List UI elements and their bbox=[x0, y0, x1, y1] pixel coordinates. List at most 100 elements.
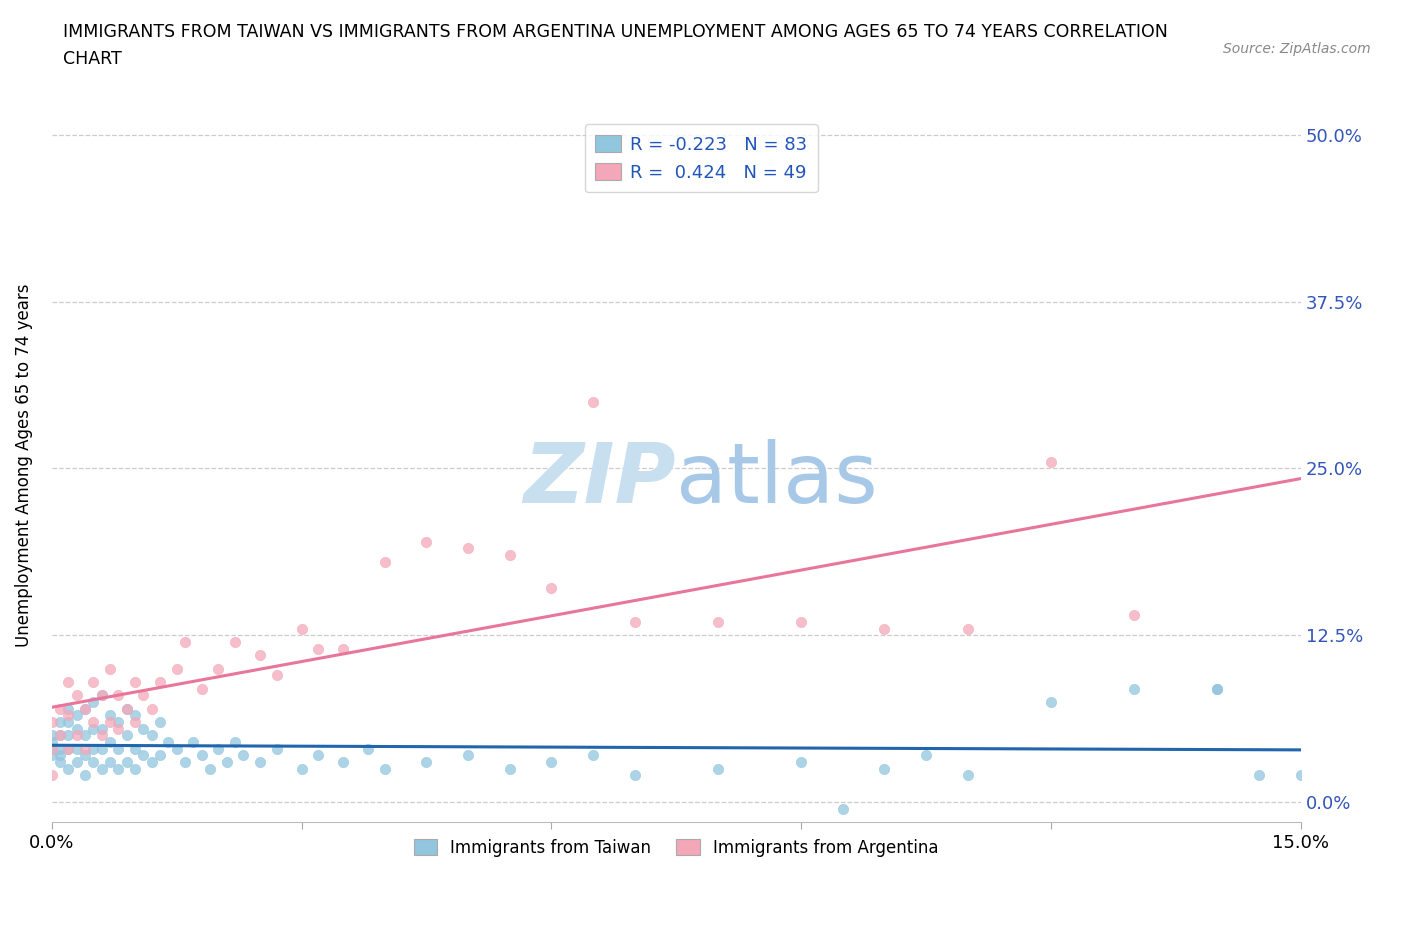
Point bbox=[415, 754, 437, 769]
Point bbox=[90, 741, 112, 756]
Point bbox=[82, 754, 104, 769]
Point bbox=[790, 615, 813, 630]
Point bbox=[73, 741, 96, 756]
Point bbox=[149, 748, 172, 763]
Point bbox=[1039, 454, 1062, 469]
Point bbox=[290, 621, 312, 636]
Point bbox=[307, 748, 329, 763]
Point bbox=[49, 748, 72, 763]
Point bbox=[90, 688, 112, 703]
Point bbox=[1247, 768, 1270, 783]
Point bbox=[132, 748, 155, 763]
Point bbox=[141, 701, 163, 716]
Point bbox=[290, 762, 312, 777]
Point bbox=[623, 615, 645, 630]
Point bbox=[157, 735, 180, 750]
Text: Source: ZipAtlas.com: Source: ZipAtlas.com bbox=[1223, 42, 1371, 56]
Point bbox=[582, 394, 605, 409]
Point bbox=[132, 721, 155, 736]
Point bbox=[73, 728, 96, 743]
Point bbox=[915, 748, 938, 763]
Point bbox=[166, 661, 188, 676]
Point bbox=[873, 762, 896, 777]
Point bbox=[415, 535, 437, 550]
Point bbox=[58, 674, 80, 689]
Point bbox=[357, 741, 380, 756]
Point bbox=[623, 768, 645, 783]
Point bbox=[149, 714, 172, 729]
Point bbox=[499, 762, 522, 777]
Point bbox=[374, 554, 396, 569]
Point bbox=[49, 728, 72, 743]
Point bbox=[1039, 695, 1062, 710]
Point bbox=[141, 728, 163, 743]
Point bbox=[49, 728, 72, 743]
Point bbox=[73, 748, 96, 763]
Point bbox=[1206, 681, 1229, 696]
Point bbox=[224, 634, 246, 649]
Point bbox=[266, 668, 288, 683]
Point bbox=[107, 741, 129, 756]
Point bbox=[181, 735, 204, 750]
Text: ZIP: ZIP bbox=[523, 439, 676, 520]
Y-axis label: Unemployment Among Ages 65 to 74 years: Unemployment Among Ages 65 to 74 years bbox=[15, 284, 32, 646]
Point bbox=[41, 714, 63, 729]
Text: atlas: atlas bbox=[676, 439, 877, 520]
Point bbox=[66, 688, 89, 703]
Point bbox=[41, 741, 63, 756]
Point bbox=[215, 754, 238, 769]
Point bbox=[266, 741, 288, 756]
Point bbox=[58, 701, 80, 716]
Point bbox=[49, 714, 72, 729]
Point bbox=[98, 754, 121, 769]
Point bbox=[58, 728, 80, 743]
Point bbox=[956, 621, 979, 636]
Point bbox=[115, 701, 138, 716]
Point bbox=[582, 748, 605, 763]
Point bbox=[107, 688, 129, 703]
Point bbox=[831, 802, 853, 817]
Point bbox=[790, 754, 813, 769]
Point bbox=[73, 768, 96, 783]
Point bbox=[107, 762, 129, 777]
Point bbox=[82, 721, 104, 736]
Point bbox=[124, 741, 146, 756]
Point bbox=[49, 741, 72, 756]
Point bbox=[132, 688, 155, 703]
Point bbox=[49, 701, 72, 716]
Point bbox=[41, 728, 63, 743]
Point bbox=[332, 754, 354, 769]
Point bbox=[249, 754, 271, 769]
Point bbox=[98, 735, 121, 750]
Point bbox=[174, 634, 197, 649]
Point bbox=[49, 754, 72, 769]
Point bbox=[107, 714, 129, 729]
Point bbox=[707, 615, 730, 630]
Point bbox=[115, 754, 138, 769]
Point bbox=[66, 721, 89, 736]
Point bbox=[66, 754, 89, 769]
Point bbox=[90, 762, 112, 777]
Point bbox=[124, 674, 146, 689]
Point bbox=[198, 762, 221, 777]
Point bbox=[124, 714, 146, 729]
Point bbox=[41, 735, 63, 750]
Point bbox=[90, 721, 112, 736]
Point bbox=[374, 762, 396, 777]
Point bbox=[332, 641, 354, 656]
Point bbox=[73, 701, 96, 716]
Point bbox=[90, 728, 112, 743]
Point bbox=[58, 762, 80, 777]
Point bbox=[207, 661, 229, 676]
Point bbox=[58, 714, 80, 729]
Point bbox=[249, 648, 271, 663]
Point bbox=[141, 754, 163, 769]
Point bbox=[1123, 681, 1146, 696]
Point bbox=[149, 674, 172, 689]
Point bbox=[107, 721, 129, 736]
Point bbox=[41, 741, 63, 756]
Point bbox=[499, 548, 522, 563]
Point bbox=[540, 754, 562, 769]
Point bbox=[66, 728, 89, 743]
Point bbox=[307, 641, 329, 656]
